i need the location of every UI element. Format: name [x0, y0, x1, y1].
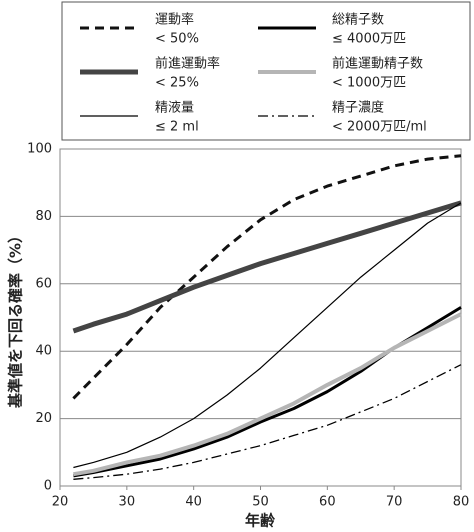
series-line: [73, 312, 462, 477]
x-axis-title: 年齢: [245, 512, 276, 530]
legend-threshold: ≤ 2 ml: [155, 120, 199, 135]
legend-box: [61, 1, 471, 141]
legend-label: 前進運動率: [155, 56, 220, 72]
legend-label: 運動率: [155, 12, 194, 28]
x-tick-label: 40: [185, 495, 202, 510]
y-tick-label: 20: [35, 411, 52, 426]
x-tick-label: 20: [52, 495, 69, 510]
legend-threshold: < 1000万匹: [332, 76, 406, 91]
series-line: [72, 154, 462, 400]
x-tick-label: 80: [453, 495, 470, 510]
legend-threshold: < 25%: [155, 76, 199, 91]
y-tick-label: 0: [44, 479, 52, 494]
x-tick-label: 30: [119, 495, 136, 510]
legend-threshold: ≤ 4000万匹: [332, 32, 406, 47]
y-tick-label: 80: [35, 209, 52, 224]
legend-label: 前進運動精子数: [332, 56, 423, 72]
legend-label: 総精子数: [332, 13, 384, 28]
x-tick-label: 60: [319, 495, 336, 510]
series-line: [72, 200, 462, 334]
legend-label: 精子濃度: [332, 100, 384, 116]
y-tick-label: 60: [35, 276, 52, 291]
legend-threshold: < 2000万匹/ml: [332, 120, 427, 135]
legend-label: 精液量: [155, 101, 194, 116]
y-axis-title: 基準値を下回る確率（%）: [7, 228, 25, 409]
y-tick-label: 40: [35, 344, 52, 359]
series-line: [73, 202, 462, 469]
y-tick-label: 100: [27, 142, 52, 157]
x-tick-label: 50: [252, 495, 269, 510]
x-tick-label: 70: [386, 495, 403, 510]
legend-threshold: < 50%: [155, 32, 199, 47]
plot-frame: [59, 148, 462, 487]
